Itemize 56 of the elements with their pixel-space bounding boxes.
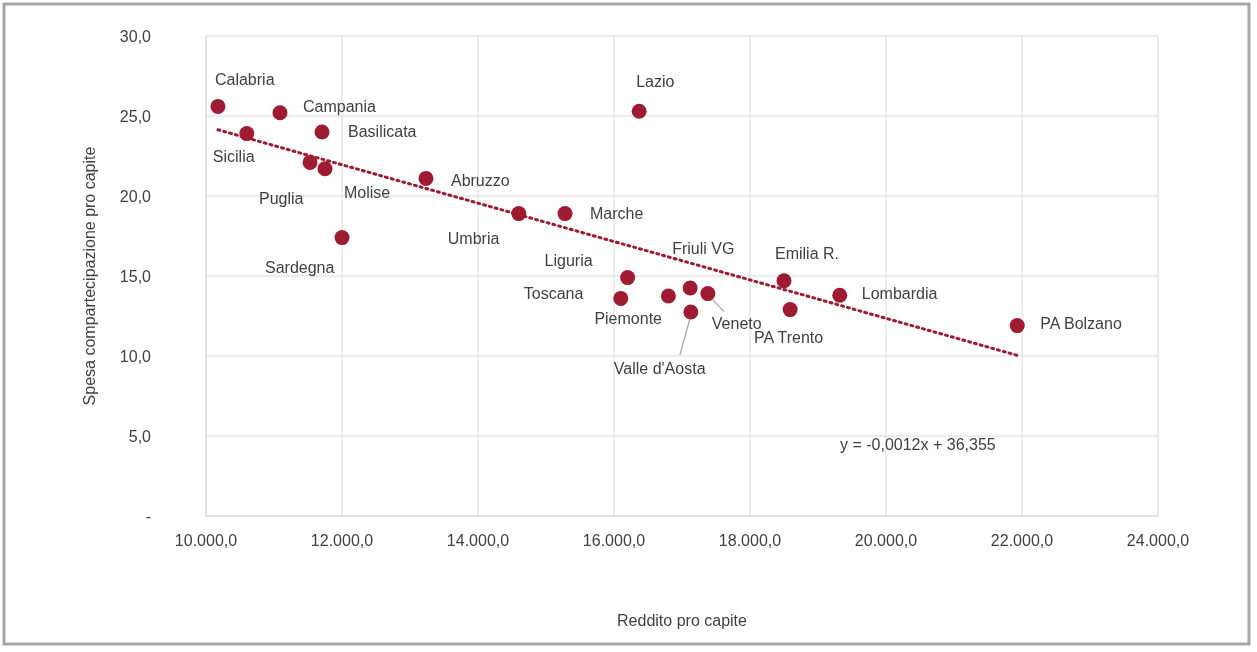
annotation: PA Bolzano [1040,315,1122,333]
x-tick-label: 12.000,0 [310,532,374,549]
y-tick-label: 25,0 [119,107,152,125]
annotation: Emilia R. [775,245,840,263]
annotation: Valle d'Aosta [613,359,706,377]
x-tick-label: 16.000,0 [582,532,646,549]
point [1009,318,1025,334]
annotation: y = -0,0012x + 36,355 [840,435,996,453]
x-tick-label: 22.000,0 [990,532,1054,549]
x-tick-label: 20.000,0 [854,532,918,549]
x-tick-label: 18.000,0 [718,532,782,549]
x-tick-label: 10.000,0 [174,532,238,549]
point [776,273,792,289]
x-axis-title: Reddito pro capite [617,612,748,629]
annotation: Lombardia [861,284,938,302]
y-tick-label: 10,0 [119,347,152,365]
annotation: Umbria [447,230,500,248]
point [660,288,676,304]
annotation: PA Trento [754,329,824,347]
annotation: Friuli VG [672,239,735,257]
y-tick-label: 5,0 [128,427,152,445]
y-tick-label: - [145,507,151,525]
annotation: Calabria [214,71,275,88]
point [314,124,330,140]
annotation: Piemonte [594,309,663,327]
point [210,98,226,114]
annotation: Marche [590,205,644,223]
x-tick-label: 24.000,0 [1126,532,1190,549]
point [832,287,848,303]
annotation: Campania [302,98,377,116]
point [272,105,288,121]
y-axis-title: Spesa compartecipazione pro capite [81,146,98,406]
point [557,206,573,222]
point [782,302,798,318]
point [334,230,350,246]
annotation: Basilicata [348,122,417,140]
point [418,170,434,186]
annotation: Liguria [544,252,593,270]
annotation: Sardegna [265,259,335,277]
point [620,270,636,286]
point [700,286,716,302]
y-tick-label: 30,0 [119,27,152,45]
y-tick-label: 20,0 [119,187,152,205]
annotation: Sicilia [212,148,255,166]
point [613,290,629,306]
y-tick-label: 15,0 [119,267,152,285]
annotation: Puglia [259,190,304,207]
annotation: Lazio [636,72,675,90]
point [683,304,699,320]
annotation: Toscana [523,285,584,302]
point [317,161,333,177]
point [682,280,698,296]
annotation: Molise [344,184,391,202]
point [631,103,647,119]
x-tick-label: 14.000,0 [446,532,510,549]
annotation: Abruzzo [450,172,510,189]
